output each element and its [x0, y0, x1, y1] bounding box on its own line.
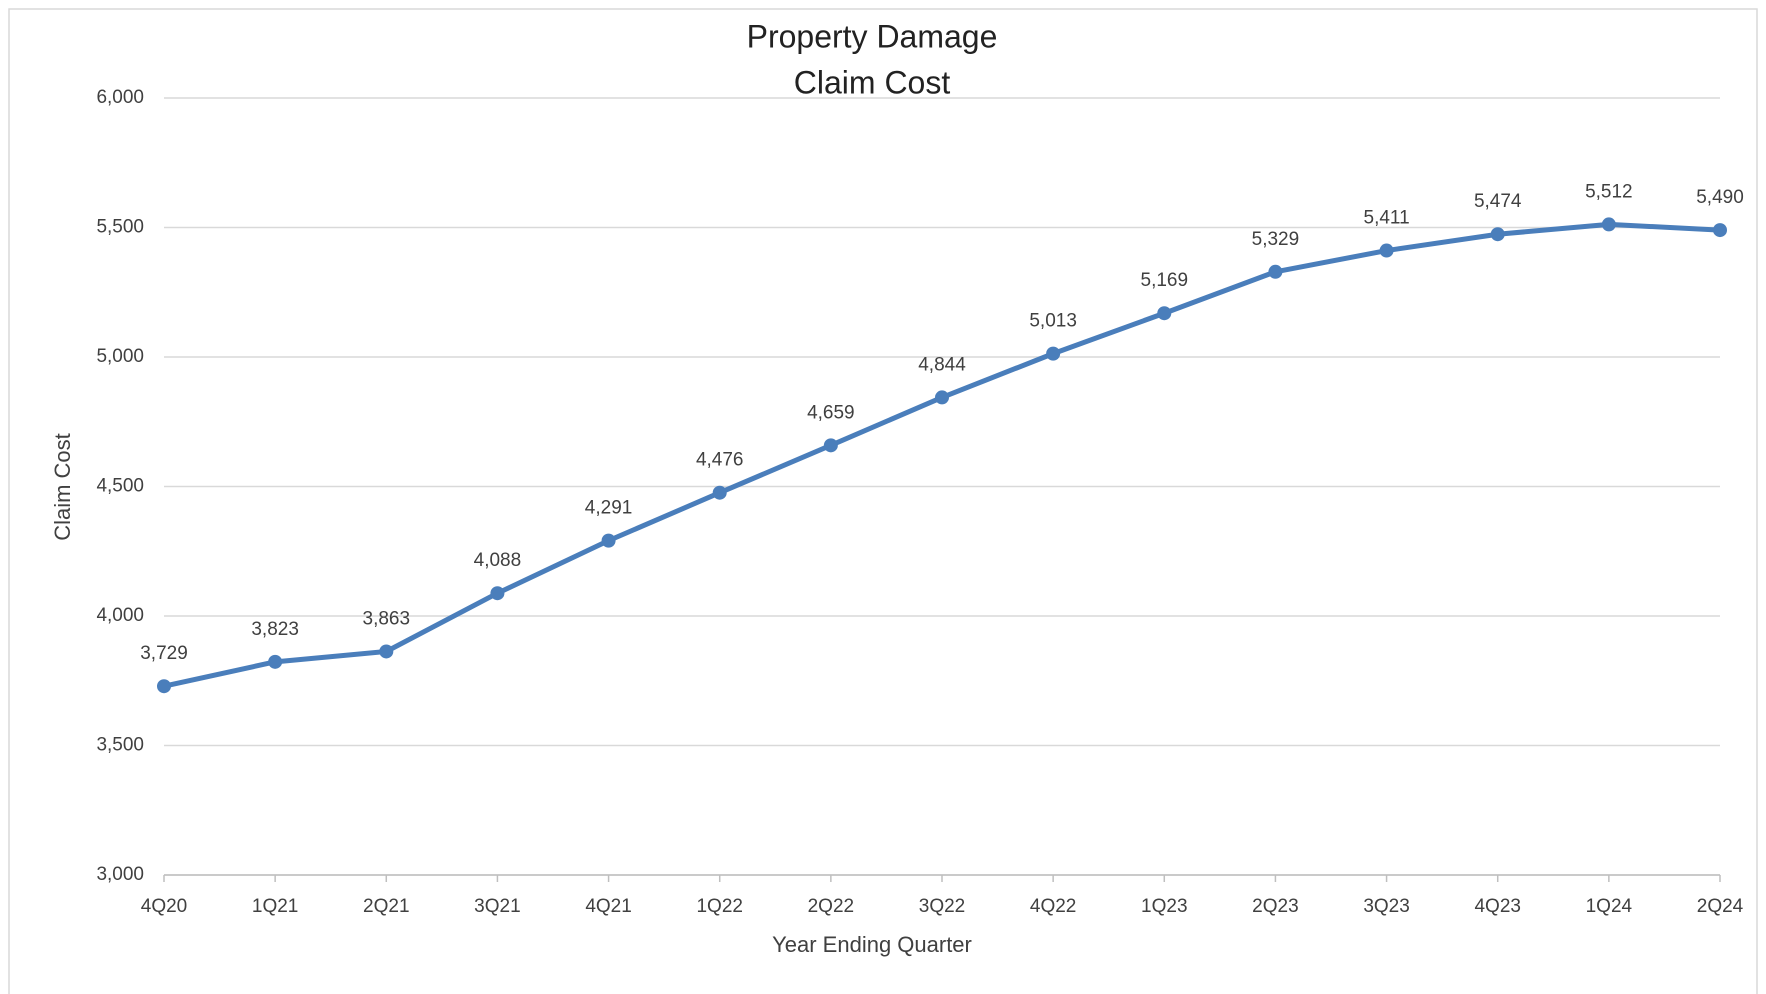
data-label: 3,823: [251, 619, 299, 640]
x-tick-label: 4Q23: [1474, 896, 1520, 917]
y-tick-label: 6,000: [96, 87, 144, 108]
point: [1046, 346, 1061, 361]
data-label: 4,844: [918, 354, 966, 375]
x-axis-title: Year Ending Quarter: [772, 932, 972, 957]
x-tick-label: 1Q21: [252, 896, 298, 917]
data-label: 4,291: [585, 498, 633, 519]
point: [1268, 264, 1283, 279]
point: [157, 679, 171, 694]
point: [1601, 217, 1616, 232]
x-tick-label: 4Q22: [1030, 896, 1076, 917]
data-label: 5,411: [1364, 208, 1410, 229]
x-tick-label: 3Q22: [919, 896, 965, 917]
y-tick-label: 3,000: [96, 864, 144, 885]
point: [1157, 306, 1172, 321]
point: [712, 485, 727, 500]
x-tick-label: 4Q20: [141, 896, 187, 917]
y-tick-label: 3,500: [96, 735, 144, 756]
data-label: 5,013: [1029, 311, 1077, 332]
x-tick-label: 4Q21: [585, 896, 631, 917]
y-tick-label: 4,000: [96, 605, 144, 626]
x-tick-label: 3Q21: [474, 896, 520, 917]
data-label: 5,512: [1585, 181, 1633, 202]
x-tick-label: 1Q23: [1141, 896, 1187, 917]
x-tick-label: 1Q22: [696, 896, 742, 917]
data-label: 5,169: [1141, 270, 1189, 291]
data-label: 5,490: [1696, 187, 1744, 208]
y-axis-title: Claim Cost: [50, 433, 75, 541]
point: [601, 533, 616, 548]
chart-frame: [8, 8, 1758, 994]
x-tick-label: 2Q23: [1252, 896, 1298, 917]
point: [379, 644, 394, 659]
y-tick-label: 5,000: [96, 346, 144, 367]
x-tick-label: 2Q22: [808, 896, 854, 917]
chart-title: Claim Cost: [794, 64, 951, 100]
data-label: 5,474: [1474, 191, 1522, 212]
data-label: 4,476: [696, 450, 744, 471]
point: [268, 654, 283, 669]
data-label: 4,659: [807, 402, 855, 423]
data-label: 3,863: [363, 608, 411, 629]
point: [823, 438, 838, 453]
y-tick-label: 5,500: [96, 217, 144, 238]
y-tick-label: 4,500: [96, 476, 144, 497]
point: [1490, 227, 1505, 242]
x-tick-label: 3Q23: [1363, 896, 1409, 917]
chart-title: Property Damage: [747, 18, 998, 54]
data-label: 5,329: [1252, 229, 1300, 250]
x-tick-label: 2Q24: [1697, 896, 1744, 917]
x-tick-label: 1Q24: [1586, 896, 1633, 917]
point: [490, 586, 505, 601]
point: [1379, 243, 1394, 258]
point: [935, 390, 949, 405]
data-label: 3,729: [140, 643, 188, 664]
point: [1713, 223, 1727, 238]
x-tick-label: 2Q21: [363, 896, 409, 917]
data-label: 4,088: [474, 550, 522, 571]
